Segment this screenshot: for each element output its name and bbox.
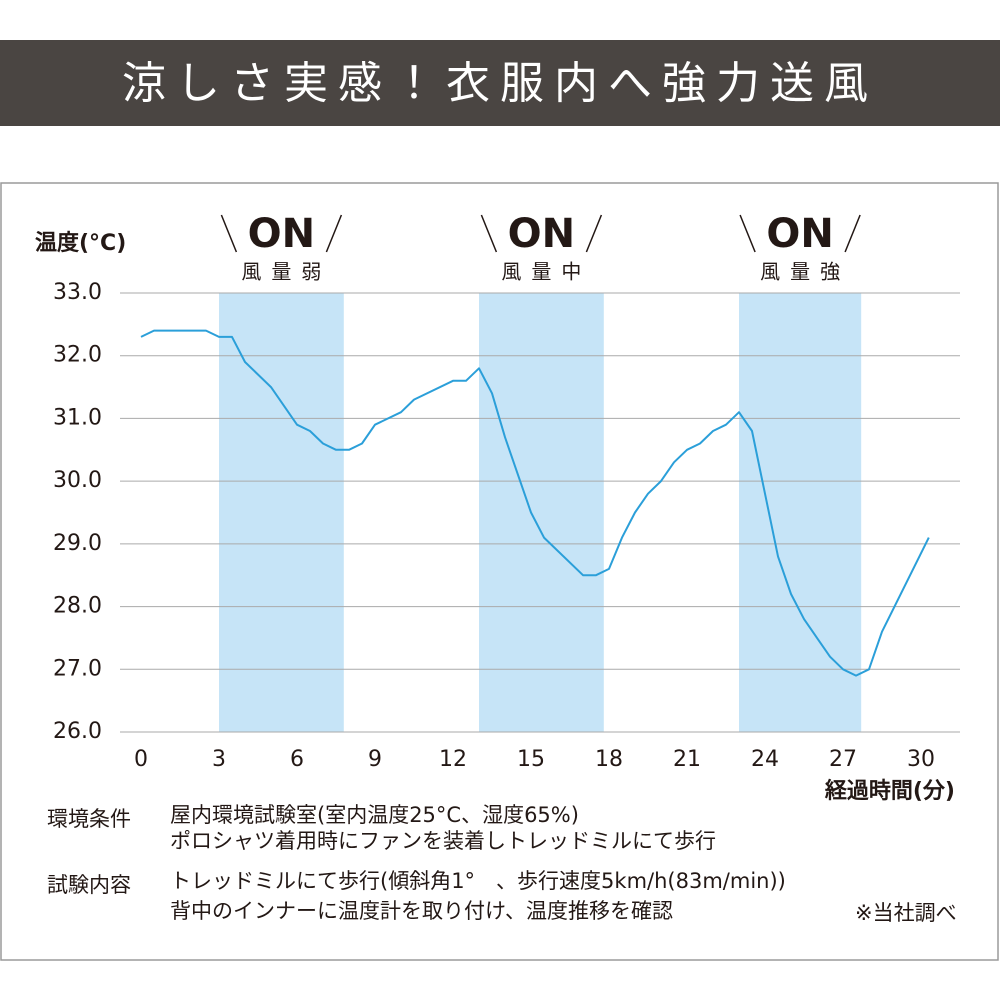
y-tick-label: 28.0 — [53, 594, 102, 619]
decor-slash — [739, 214, 756, 253]
on-region — [739, 293, 862, 732]
x-tick-label: 9 — [368, 747, 382, 772]
region-sublabel: 風量中 — [501, 260, 591, 284]
x-tick-label: 0 — [134, 747, 148, 772]
y-tick-label: 26.0 — [53, 719, 102, 744]
note-label: 環境条件 — [47, 807, 131, 831]
banner-title: 涼しさ実感！衣服内へ強力送風 — [122, 58, 878, 109]
x-tick-label: 6 — [290, 747, 304, 772]
x-tick-label: 18 — [595, 747, 623, 772]
decor-slash — [220, 214, 238, 253]
y-tick-label: 32.0 — [53, 343, 102, 368]
region-label: ON — [508, 211, 575, 257]
temperature-line — [140, 329, 930, 677]
decor-slash — [325, 214, 343, 253]
x-tick-label: 3 — [212, 747, 226, 772]
note-line: 背中のインナーに温度計を取り付け、温度推移を確認 — [170, 899, 673, 923]
region-sublabel: 風量強 — [760, 260, 850, 284]
x-tick-label: 30 — [907, 747, 935, 772]
source-note: ※当社調べ — [855, 901, 957, 925]
y-tick-label: 27.0 — [53, 656, 102, 681]
chart-frame — [0, 182, 999, 961]
note-line: トレッドミルにて歩行(傾斜角1° 、歩行速度5km/h(83m/min)) — [170, 869, 786, 893]
decor-slash — [844, 214, 861, 253]
y-axis-label: 温度(°C) — [35, 230, 126, 256]
banner — [0, 40, 1000, 126]
decor-slash — [585, 214, 603, 253]
x-tick-label: 21 — [673, 747, 701, 772]
x-tick-label: 24 — [751, 747, 779, 772]
x-tick-label: 12 — [439, 747, 467, 772]
y-tick-label: 29.0 — [53, 531, 102, 556]
note-line: 屋内環境試験室(室内温度25°C、湿度65%) — [170, 803, 579, 827]
x-tick-label: 27 — [829, 747, 857, 772]
note-label: 試験内容 — [47, 873, 131, 897]
region-label: ON — [248, 211, 315, 257]
y-tick-label: 33.0 — [53, 280, 102, 305]
y-tick-label: 30.0 — [53, 468, 102, 493]
y-tick-label: 31.0 — [53, 405, 102, 430]
on-region — [479, 293, 604, 732]
decor-slash — [480, 214, 498, 253]
x-tick-label: 15 — [517, 747, 545, 772]
region-label: ON — [766, 211, 833, 257]
note-line: ポロシャツ着用時にファンを装着しトレッドミルにて歩行 — [170, 829, 716, 853]
x-axis-label: 経過時間(分) — [824, 778, 955, 804]
on-region — [219, 293, 344, 732]
region-sublabel: 風量弱 — [241, 260, 331, 284]
